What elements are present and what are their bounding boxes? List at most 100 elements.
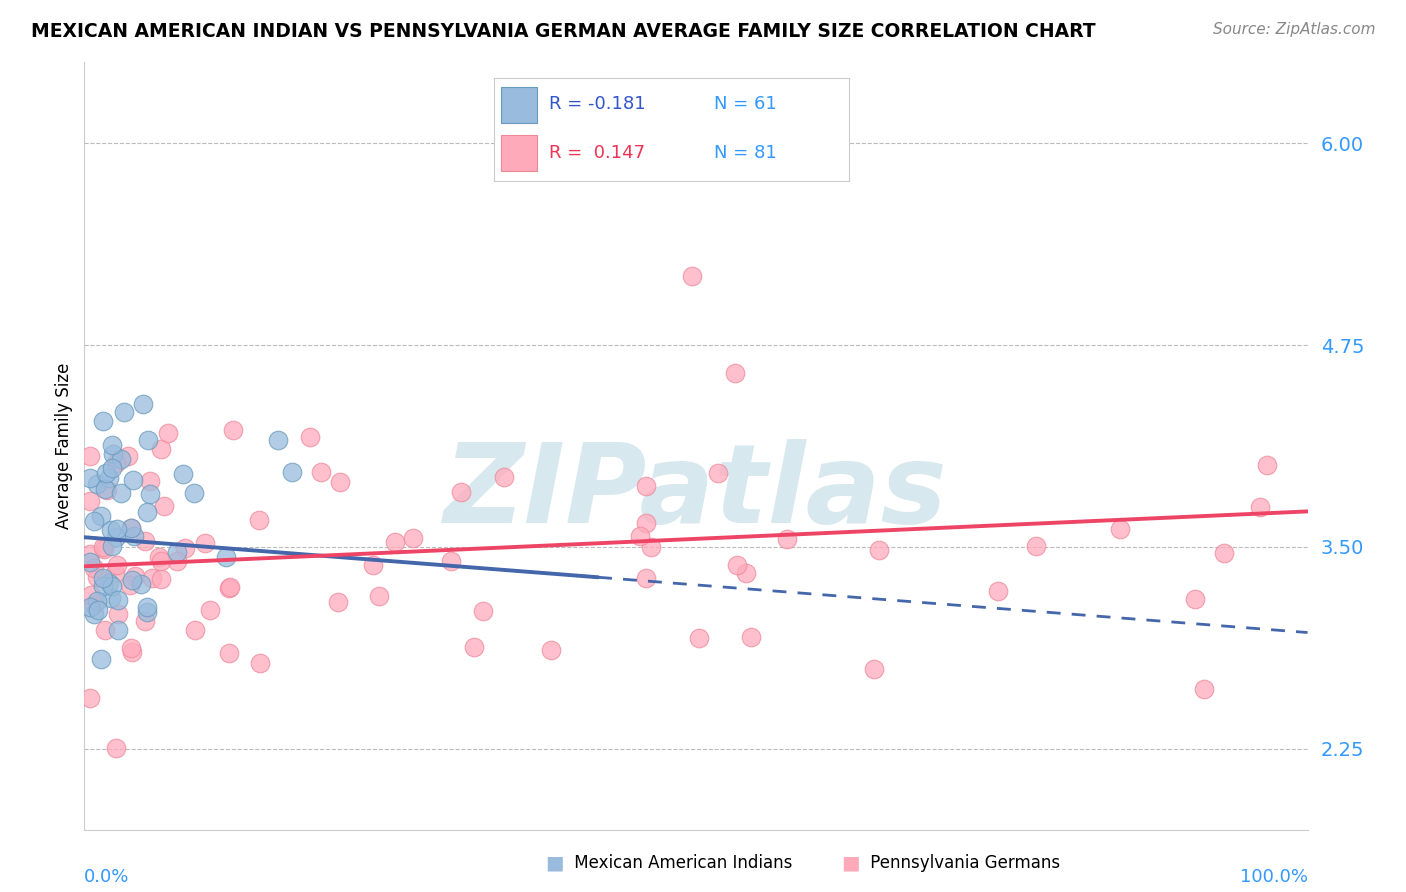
Point	[299, 430, 322, 444]
Point	[112, 405, 135, 419]
Point	[636, 516, 658, 531]
Point	[440, 554, 463, 568]
Point	[218, 582, 240, 596]
Point	[1109, 522, 1132, 536]
Point	[107, 593, 129, 607]
Point	[100, 438, 122, 452]
Point	[83, 607, 105, 621]
Point	[361, 558, 384, 572]
Text: 100.0%: 100.0%	[1240, 868, 1308, 886]
Text: □  Mexican American Indians: □ Mexican American Indians	[548, 855, 793, 872]
Point	[219, 580, 242, 594]
Point	[329, 475, 352, 489]
Point	[79, 555, 101, 569]
Point	[311, 465, 333, 479]
Point	[107, 607, 129, 621]
Point	[463, 640, 485, 654]
Point	[156, 426, 179, 441]
Point	[775, 533, 797, 547]
Point	[218, 646, 240, 660]
Point	[93, 624, 115, 638]
Point	[101, 539, 124, 553]
Point	[135, 605, 157, 619]
Text: ■: ■	[546, 854, 564, 872]
Point	[150, 554, 173, 568]
Point	[725, 558, 748, 572]
Point	[79, 449, 101, 463]
Point	[492, 470, 515, 484]
Text: ZIPatlas: ZIPatlas	[444, 439, 948, 546]
Point	[96, 483, 118, 498]
Point	[326, 595, 349, 609]
Point	[79, 471, 101, 485]
Point	[280, 465, 302, 479]
Point	[134, 614, 156, 628]
Point	[194, 535, 217, 549]
Point	[83, 561, 105, 575]
Point	[136, 599, 159, 614]
Point	[166, 545, 188, 559]
Point	[450, 485, 472, 500]
Point	[79, 547, 101, 561]
Point	[166, 554, 188, 568]
Point	[134, 533, 156, 548]
Point	[987, 583, 1010, 598]
Point	[120, 520, 142, 534]
Point	[107, 623, 129, 637]
Point	[91, 571, 114, 585]
Point	[688, 631, 710, 645]
Point	[247, 513, 270, 527]
Point	[222, 423, 245, 437]
Point	[93, 541, 115, 556]
Point	[83, 514, 105, 528]
Point	[136, 505, 159, 519]
Point	[100, 461, 122, 475]
Point	[153, 500, 176, 514]
Point	[124, 569, 146, 583]
Point	[1212, 546, 1234, 560]
Point	[122, 473, 145, 487]
Point	[368, 589, 391, 603]
Point	[540, 643, 562, 657]
Point	[249, 657, 271, 671]
Point	[110, 486, 132, 500]
Point	[86, 570, 108, 584]
Point	[91, 540, 114, 554]
Text: 0.0%: 0.0%	[84, 868, 129, 886]
Point	[83, 598, 105, 612]
Point	[139, 474, 162, 488]
Point	[184, 623, 207, 637]
Point	[86, 594, 108, 608]
Point	[1025, 539, 1047, 553]
Point	[90, 508, 112, 523]
Point	[105, 522, 128, 536]
Point	[79, 600, 101, 615]
Point	[634, 479, 657, 493]
Point	[121, 574, 143, 588]
Point	[100, 523, 122, 537]
Point	[868, 542, 890, 557]
Point	[120, 640, 142, 655]
Point	[863, 662, 886, 676]
Point	[105, 530, 128, 544]
Point	[724, 367, 747, 381]
Point	[707, 466, 730, 480]
Point	[183, 486, 205, 500]
Point	[266, 434, 288, 448]
Point	[120, 578, 142, 592]
Point	[79, 691, 101, 706]
Point	[141, 570, 163, 584]
Point	[139, 487, 162, 501]
Point	[105, 741, 128, 756]
Point	[120, 520, 142, 534]
Point	[402, 531, 425, 545]
Point	[172, 467, 194, 481]
Text: □  Pennsylvania Germans: □ Pennsylvania Germans	[844, 855, 1060, 872]
Point	[97, 471, 120, 485]
Point	[104, 566, 127, 580]
Point	[105, 558, 128, 573]
Text: Source: ZipAtlas.com: Source: ZipAtlas.com	[1212, 22, 1375, 37]
Point	[98, 575, 121, 590]
Point	[636, 572, 658, 586]
Point	[93, 579, 115, 593]
